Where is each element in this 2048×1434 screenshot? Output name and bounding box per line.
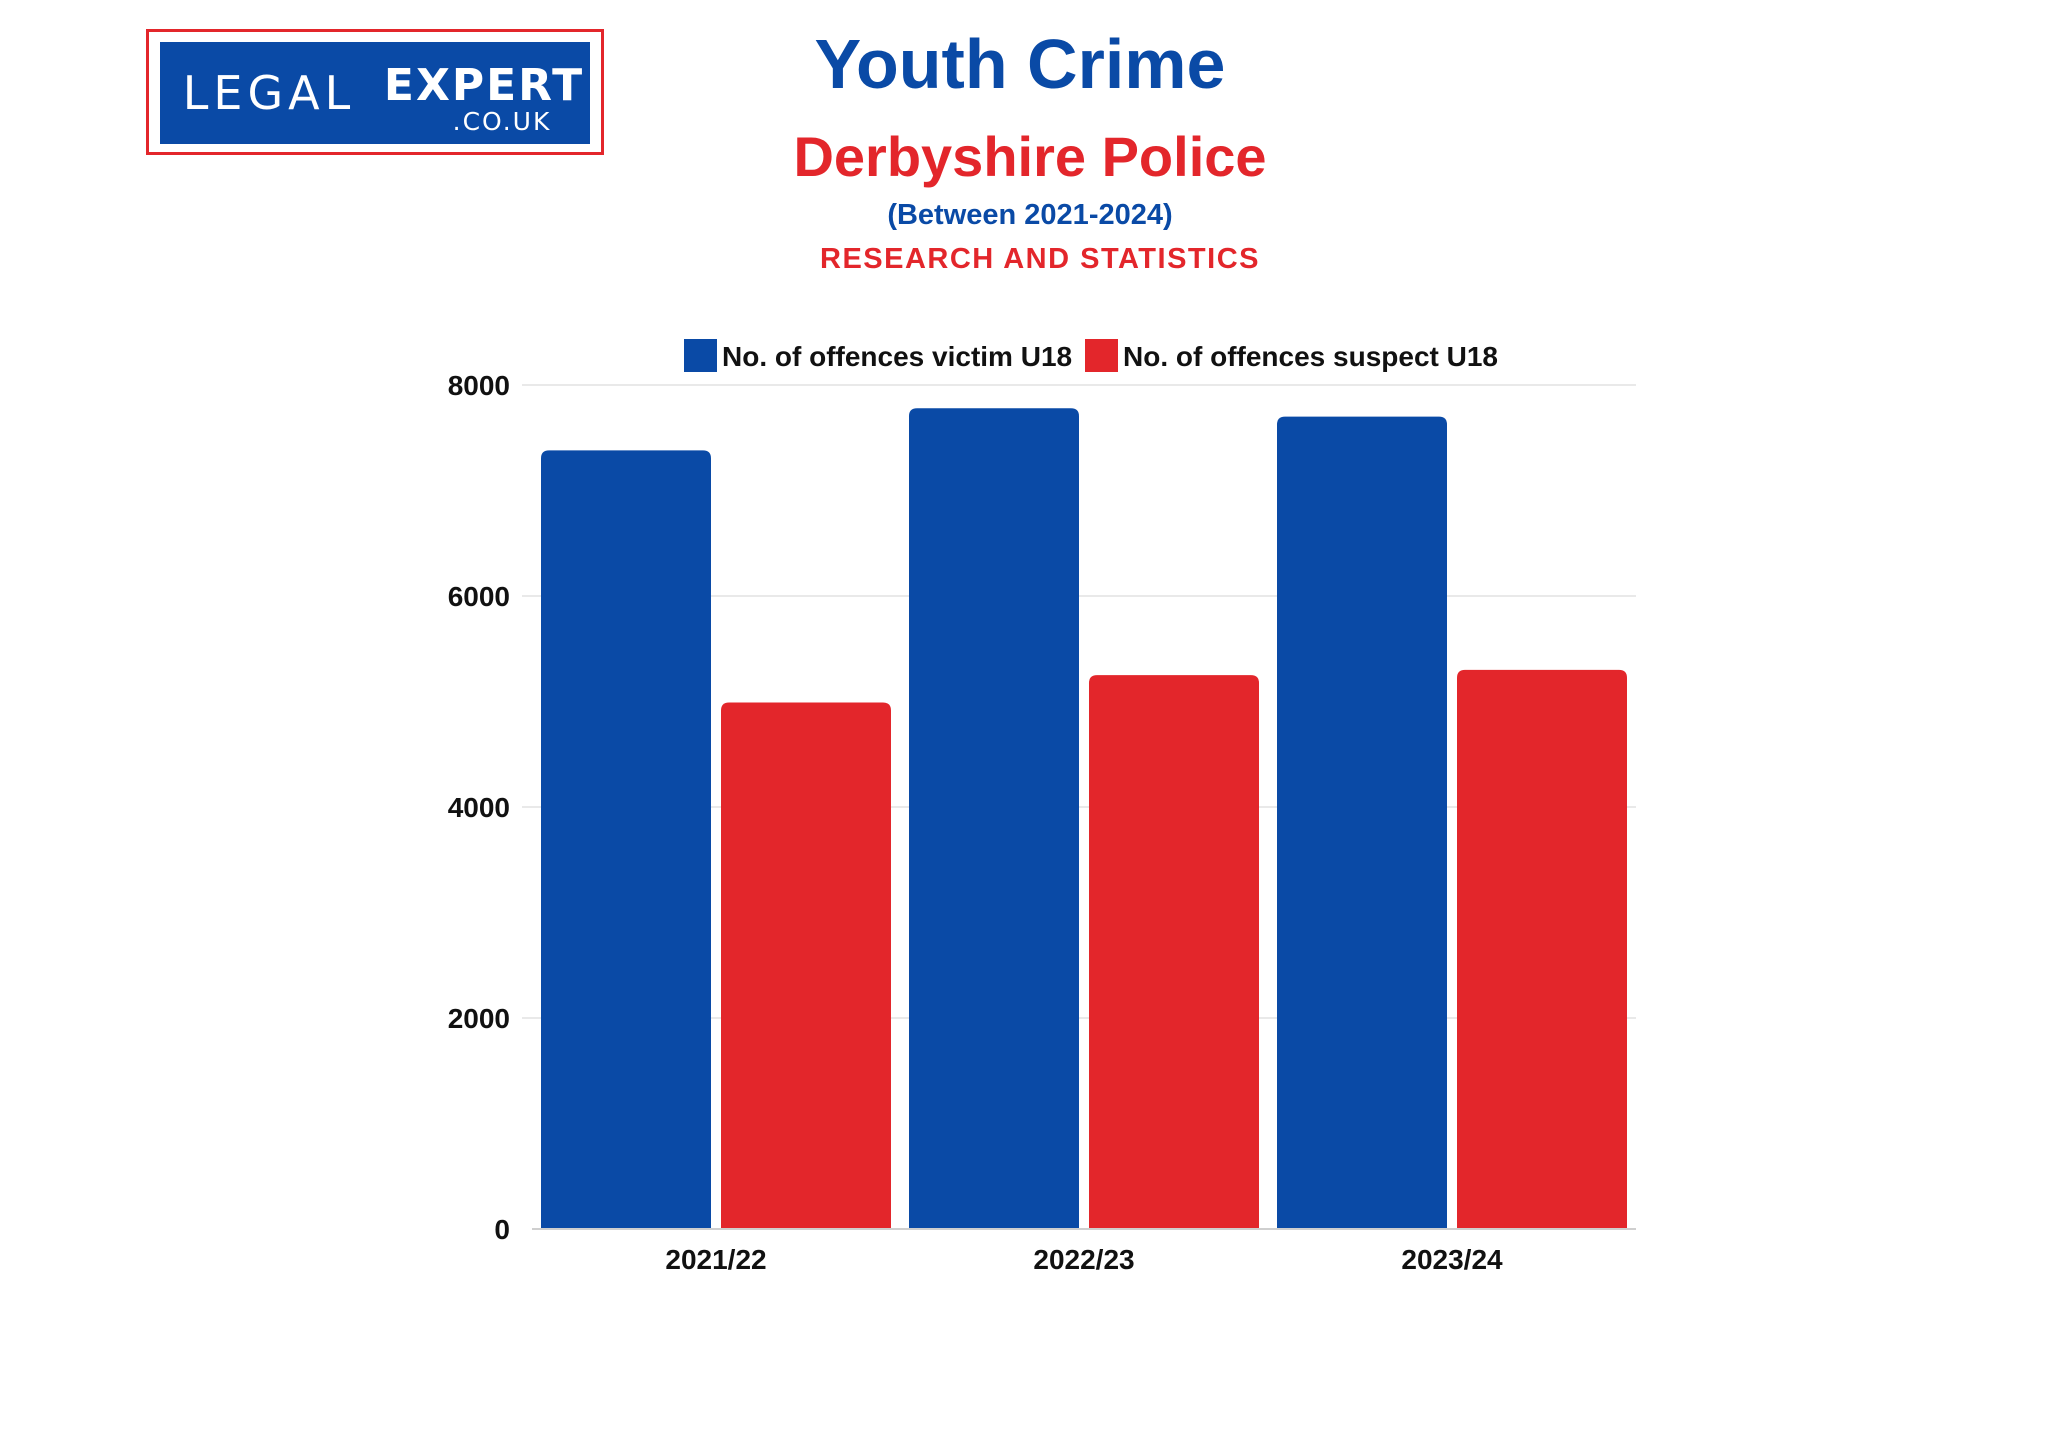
y-tick-label: 4000: [448, 792, 510, 823]
logo-expert-block: EXPERT .CO.UK: [378, 42, 590, 144]
legend: No. of offences victim U18 No. of offence…: [684, 339, 1498, 372]
page-subtitle: Derbyshire Police: [793, 125, 1267, 188]
legend-label-suspect: No. of offences suspect U18: [1123, 341, 1498, 372]
logo-legal-text: LEGAL: [182, 66, 356, 120]
legend-label-victim: No. of offences victim U18: [722, 341, 1072, 372]
logo-legal-block: LEGAL: [160, 42, 378, 144]
bars: [541, 408, 1627, 1230]
axes: 0 2000 4000 6000 8000 2021/22 2022/23 2023/24: [448, 370, 1636, 1275]
legal-expert-logo: LEGAL EXPERT .CO.UK: [146, 29, 604, 155]
y-tick-label: 8000: [448, 370, 510, 401]
bar-suspect-2022-23: [1089, 675, 1259, 1229]
x-tick-label: 2021/22: [665, 1244, 766, 1275]
bar-victim-2023-24: [1277, 416, 1447, 1229]
research-tagline: RESEARCH AND STATISTICS: [820, 243, 1260, 275]
x-tick-label: 2022/23: [1033, 1244, 1134, 1275]
bar-victim-2021-22: [541, 450, 711, 1229]
bar-victim-2022-23: [909, 408, 1079, 1230]
date-range-text: (Between 2021-2024): [887, 199, 1173, 231]
logo-expert-text: EXPERT: [383, 60, 585, 111]
page-title: Youth Crime: [814, 25, 1226, 103]
logo-domain-text: .CO.UK: [452, 107, 552, 136]
x-tick-label: 2023/24: [1401, 1244, 1503, 1275]
legend-swatch-victim: [684, 339, 717, 372]
bar-suspect-2021-22: [721, 702, 891, 1229]
legend-swatch-suspect: [1085, 339, 1118, 372]
y-tick-label: 2000: [448, 1003, 510, 1034]
bar-suspect-2023-24: [1457, 669, 1627, 1229]
y-tick-label: 0: [494, 1214, 510, 1245]
y-tick-label: 6000: [448, 581, 510, 612]
